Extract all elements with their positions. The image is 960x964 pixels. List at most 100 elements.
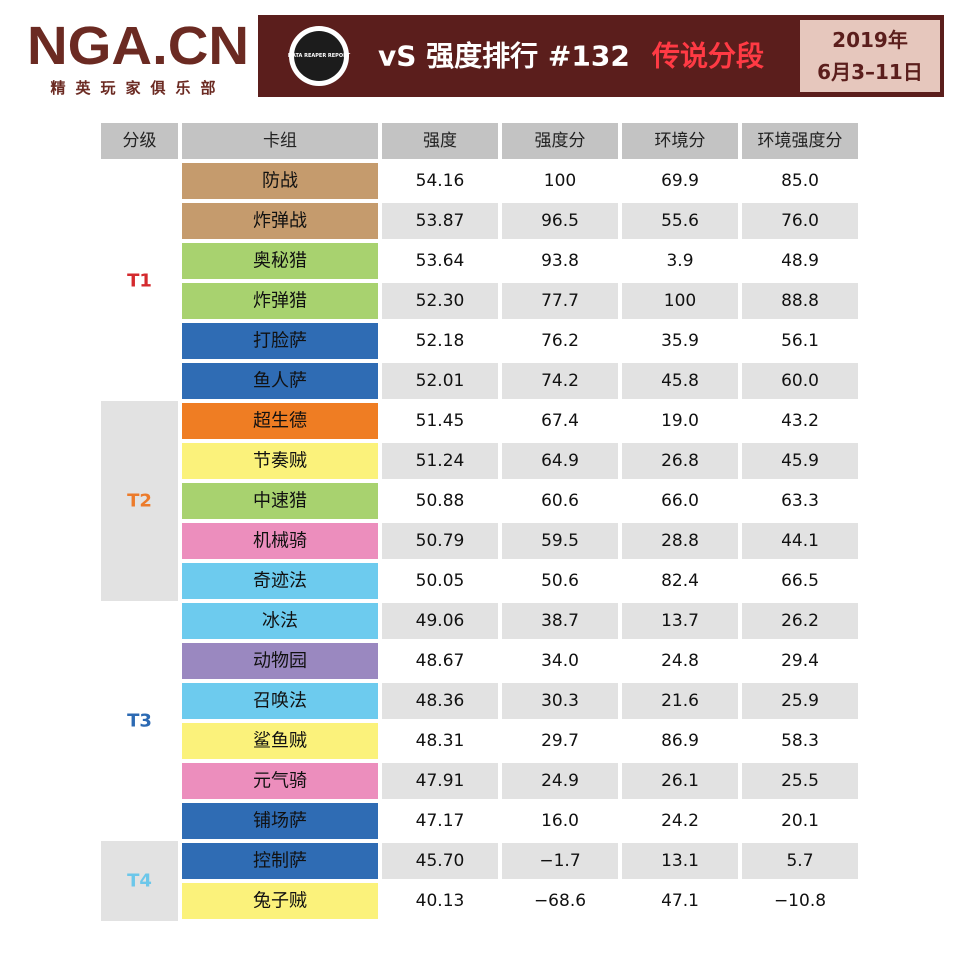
value: 50.6 (541, 571, 579, 591)
deck-cell (182, 363, 378, 399)
header-cell (742, 123, 858, 159)
value-cell (502, 723, 618, 759)
value: 69.9 (661, 171, 699, 191)
value: 93.8 (541, 251, 579, 271)
value: 50.79 (416, 531, 465, 551)
header-cell (502, 123, 618, 159)
value-cell (382, 483, 498, 519)
value-cell (382, 603, 498, 639)
tier-cell (101, 161, 178, 401)
value-cell (622, 403, 738, 439)
value: 50.88 (416, 491, 465, 511)
title: vS 强度排行 #132 (378, 40, 630, 73)
deck-cell (182, 483, 378, 519)
value-cell (742, 883, 858, 919)
value: 53.87 (416, 211, 465, 231)
header-cell (182, 123, 378, 159)
value: 48.36 (416, 691, 465, 711)
value-cell (742, 163, 858, 199)
value: 29.4 (781, 651, 819, 671)
value-cell (502, 603, 618, 639)
value-cell (502, 403, 618, 439)
deck-name: 控制萨 (253, 851, 307, 872)
deck-cell (182, 163, 378, 199)
value-cell (742, 363, 858, 399)
value-cell (502, 163, 618, 199)
value: 100 (664, 291, 696, 311)
deck-name: 超生德 (253, 411, 307, 432)
deck-cell (182, 763, 378, 799)
value: 63.3 (781, 491, 819, 511)
date-box (800, 20, 940, 92)
value: 44.1 (781, 531, 819, 551)
value-cell (742, 443, 858, 479)
value-cell (742, 523, 858, 559)
value-cell (742, 723, 858, 759)
value-cell (382, 883, 498, 919)
value-cell (382, 403, 498, 439)
value: 45.9 (781, 451, 819, 471)
value-cell (622, 843, 738, 879)
value-cell (382, 683, 498, 719)
value: 55.6 (661, 211, 699, 231)
value: 24.2 (661, 811, 699, 831)
value: 52.30 (416, 291, 465, 311)
deck-cell (182, 883, 378, 919)
deck-name: 鲨鱼贼 (253, 731, 307, 752)
deck-cell (182, 403, 378, 439)
value-cell (382, 243, 498, 279)
deck-cell (182, 443, 378, 479)
value: 60.0 (781, 371, 819, 391)
value-cell (382, 843, 498, 879)
value: 47.1 (661, 891, 699, 911)
value-cell (502, 883, 618, 919)
value-cell (502, 443, 618, 479)
value-cell (742, 683, 858, 719)
tier-label: T4 (127, 871, 152, 892)
value: 25.9 (781, 691, 819, 711)
value-cell (742, 483, 858, 519)
deck-name: 冰法 (262, 611, 298, 632)
value: 52.01 (416, 371, 465, 391)
value-cell (622, 803, 738, 839)
deck-cell (182, 603, 378, 639)
value-cell (382, 283, 498, 319)
value: 25.5 (781, 771, 819, 791)
value-cell (622, 643, 738, 679)
value: 64.9 (541, 451, 579, 471)
value: 28.8 (661, 531, 699, 551)
value: 58.3 (781, 731, 819, 751)
value-cell (382, 643, 498, 679)
header-cell (382, 123, 498, 159)
deck-name: 奇迹法 (253, 571, 307, 592)
value: 51.24 (416, 451, 465, 471)
value: 51.45 (416, 411, 465, 431)
value: 66.0 (661, 491, 699, 511)
value: 48.67 (416, 651, 465, 671)
logo-subtitle: 精英玩家俱乐部 (50, 79, 225, 97)
value-cell (742, 843, 858, 879)
deck-cell (182, 723, 378, 759)
deck-cell (182, 643, 378, 679)
value: 88.8 (781, 291, 819, 311)
value-cell (622, 603, 738, 639)
value-cell (502, 483, 618, 519)
value-cell (742, 803, 858, 839)
value: 67.4 (541, 411, 579, 431)
deck-name: 机械骑 (253, 531, 307, 552)
value: 34.0 (541, 651, 579, 671)
deck-name: 防战 (262, 171, 298, 192)
value-cell (502, 283, 618, 319)
value-cell (502, 203, 618, 239)
logo: NGA.CN (27, 16, 249, 76)
value: −1.7 (539, 851, 580, 871)
value: 47.17 (416, 811, 465, 831)
value: 21.6 (661, 691, 699, 711)
value-cell (622, 683, 738, 719)
value: 24.8 (661, 651, 699, 671)
deck-cell (182, 323, 378, 359)
header-cell (101, 123, 178, 159)
value-cell (382, 203, 498, 239)
value-cell (382, 523, 498, 559)
deck-name: 炸弹战 (253, 211, 307, 232)
